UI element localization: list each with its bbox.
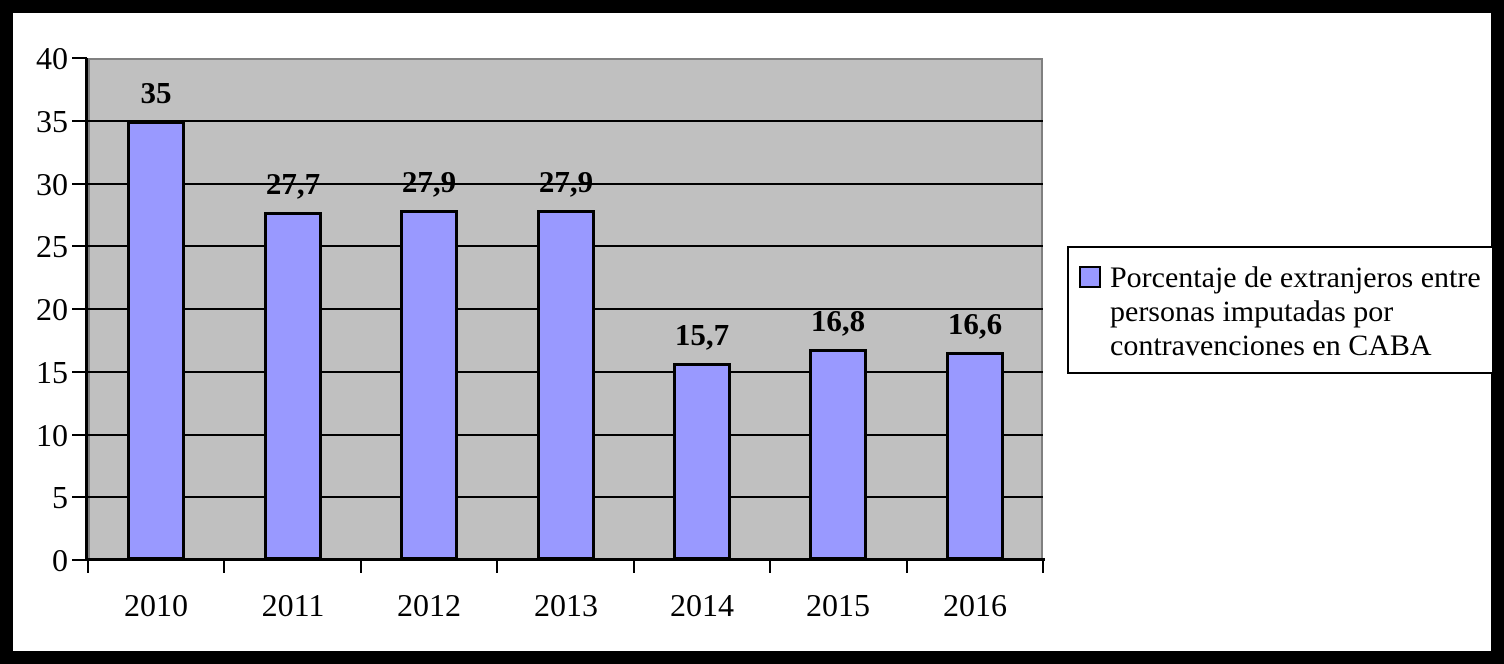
bar-2013 — [537, 210, 595, 560]
bar-2016 — [946, 352, 1004, 560]
y-axis-tick — [72, 57, 87, 59]
y-axis-tick — [72, 308, 87, 310]
bar-2015 — [809, 349, 867, 560]
legend-text-line: Porcentaje de extranjeros entre — [1110, 261, 1481, 294]
legend: Porcentaje de extranjeros entre personas… — [1067, 246, 1494, 374]
y-tick-label: 25 — [36, 228, 68, 264]
y-tick-label: 30 — [36, 166, 68, 202]
x-category-label-2014: 2014 — [670, 587, 734, 623]
legend-text-line: personas imputadas por — [1110, 295, 1394, 328]
value-label-2014: 15,7 — [674, 317, 730, 352]
y-axis-tick — [72, 496, 87, 498]
value-label-2016: 16,6 — [947, 306, 1003, 341]
bar-2014 — [673, 363, 731, 560]
y-tick-label: 40 — [36, 40, 68, 76]
x-axis-tick — [360, 561, 362, 573]
y-axis-tick — [72, 434, 87, 436]
value-label-2013: 27,9 — [538, 164, 594, 199]
y-axis-tick — [72, 120, 87, 122]
bar-2011 — [264, 212, 322, 560]
value-label-2011: 27,7 — [265, 166, 321, 201]
x-axis-tick — [769, 561, 771, 573]
y-tick-label: 15 — [36, 354, 68, 390]
bar-2012 — [400, 210, 458, 560]
y-tick-label: 35 — [36, 103, 68, 139]
x-category-label-2010: 2010 — [124, 587, 188, 623]
y-axis-tick — [72, 559, 87, 561]
x-axis-tick — [1042, 561, 1044, 573]
x-axis-tick — [496, 561, 498, 573]
value-label-2010: 35 — [140, 75, 172, 110]
bar-2010 — [127, 121, 185, 560]
legend-series-marker-icon — [1079, 266, 1101, 288]
x-category-label-2015: 2015 — [806, 587, 870, 623]
value-label-2015: 16,8 — [810, 303, 866, 338]
legend-text: Porcentaje de extranjeros entre personas… — [1110, 261, 1481, 363]
legend-text-line: contravenciones en CABA — [1110, 329, 1432, 362]
x-axis-tick — [633, 561, 635, 573]
x-category-label-2013: 2013 — [534, 587, 598, 623]
gridline — [88, 183, 1043, 185]
value-label-2012: 27,9 — [401, 164, 457, 199]
x-axis-tick — [906, 561, 908, 573]
y-tick-label: 0 — [52, 542, 68, 578]
y-tick-label: 5 — [52, 479, 68, 515]
x-category-label-2012: 2012 — [397, 587, 461, 623]
y-axis-tick — [72, 183, 87, 185]
x-category-label-2016: 2016 — [943, 587, 1007, 623]
y-axis-tick — [72, 245, 87, 247]
gridline — [88, 120, 1043, 122]
y-tick-label: 10 — [36, 417, 68, 453]
y-tick-label: 20 — [36, 291, 68, 327]
y-axis-tick — [72, 371, 87, 373]
x-category-label-2011: 2011 — [261, 587, 325, 623]
x-axis-tick — [223, 561, 225, 573]
x-axis-tick — [87, 561, 89, 573]
